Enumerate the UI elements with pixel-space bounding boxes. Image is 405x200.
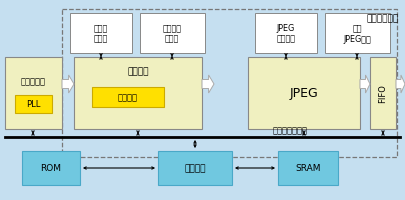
Bar [15, 96, 52, 113]
Bar [74, 58, 202, 129]
Polygon shape [396, 76, 405, 94]
Bar [278, 151, 338, 185]
Text: FIFO: FIFO [379, 84, 388, 103]
Bar [158, 151, 232, 185]
Text: JPEG: JPEG [290, 87, 318, 100]
Text: 其它
JPEG内存: 其它 JPEG内存 [343, 24, 371, 43]
Polygon shape [360, 76, 370, 94]
Polygon shape [62, 76, 74, 94]
Bar [370, 58, 396, 129]
Bar [92, 88, 164, 107]
Text: 统计引擎: 统计引擎 [118, 93, 138, 102]
Bar [5, 58, 62, 129]
Text: JPEG
线缓冲器: JPEG 线缓冲器 [277, 24, 296, 43]
Bar [140, 14, 205, 54]
Text: 抽取器线
缓冲器: 抽取器线 缓冲器 [162, 24, 181, 43]
Text: 图像流处理器: 图像流处理器 [367, 14, 399, 23]
Text: 内部寄存器总线: 内部寄存器总线 [273, 125, 307, 134]
Text: ROM: ROM [40, 164, 62, 173]
Text: 微控制器: 微控制器 [184, 164, 206, 173]
Text: SRAM: SRAM [295, 164, 321, 173]
Bar [325, 14, 390, 54]
Text: 传感器内核: 传感器内核 [21, 77, 45, 86]
Bar [255, 14, 317, 54]
Polygon shape [202, 76, 214, 94]
Bar [62, 10, 397, 157]
Bar [70, 14, 132, 54]
Text: 色彩管路: 色彩管路 [127, 67, 149, 76]
Bar [22, 151, 80, 185]
Bar [248, 58, 360, 129]
Text: PLL: PLL [26, 100, 40, 109]
Text: 插值线
缓冲器: 插值线 缓冲器 [94, 24, 108, 43]
